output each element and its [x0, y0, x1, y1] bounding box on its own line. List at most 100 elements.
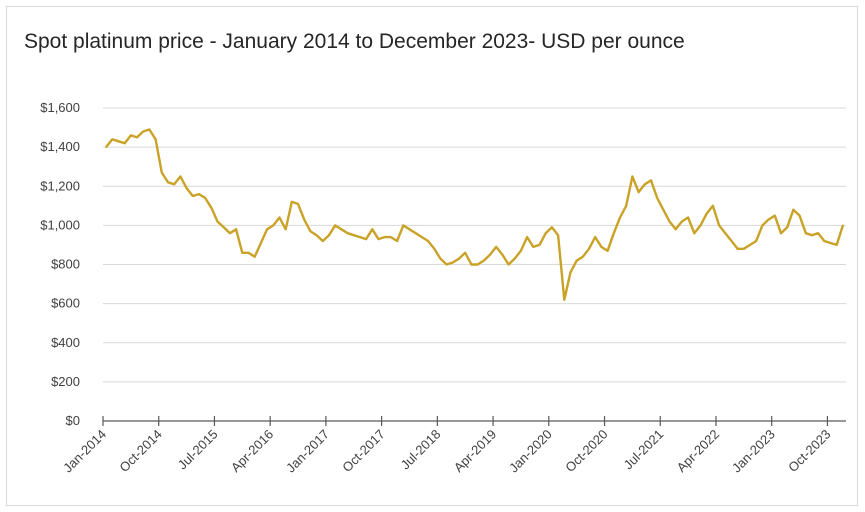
data-point: [835, 244, 838, 246]
y-tick-label: $1,400: [40, 139, 80, 154]
data-point: [346, 232, 349, 235]
data-point: [241, 251, 244, 254]
data-point: [588, 247, 590, 250]
data-point: [526, 236, 528, 239]
data-point: [451, 261, 454, 264]
data-point: [470, 263, 473, 266]
data-point: [792, 208, 795, 211]
data-point: [625, 204, 628, 207]
data-point: [383, 236, 386, 239]
data-point: [216, 220, 219, 223]
data-point: [513, 257, 516, 260]
x-tick-label: Jan-2020: [506, 427, 555, 476]
data-point: [421, 236, 423, 239]
data-point: [476, 263, 479, 266]
data-point: [557, 234, 559, 237]
data-point: [297, 203, 299, 205]
data-point: [594, 236, 597, 239]
data-point: [643, 183, 646, 186]
data-point: [303, 218, 306, 221]
x-tick-label: Apr-2022: [674, 427, 722, 475]
data-point: [179, 175, 182, 178]
data-point: [575, 259, 578, 262]
x-tick-label: Jan-2017: [283, 427, 332, 476]
data-point: [829, 242, 832, 244]
data-point: [334, 224, 337, 227]
data-point: [321, 240, 324, 242]
data-point: [204, 197, 207, 199]
data-point: [328, 234, 330, 237]
data-point: [507, 263, 510, 266]
data-point: [544, 232, 547, 235]
data-point: [284, 228, 287, 231]
data-point: [210, 206, 213, 209]
x-tick-label: Oct-2020: [562, 427, 610, 475]
data-point: [458, 257, 460, 260]
data-point: [742, 247, 745, 250]
data-point: [130, 134, 132, 137]
data-point: [501, 253, 504, 256]
data-point: [445, 263, 448, 266]
data-point: [538, 244, 541, 246]
data-point: [798, 214, 801, 217]
data-point: [260, 242, 262, 244]
data-point: [712, 204, 714, 207]
y-tick-label: $1,000: [40, 217, 80, 232]
data-point: [612, 232, 615, 235]
y-tick-label: $800: [51, 257, 80, 272]
x-tick-label: Jan-2023: [729, 427, 778, 476]
data-point: [439, 257, 442, 260]
data-point: [235, 228, 238, 231]
data-point: [650, 179, 652, 182]
data-point: [681, 220, 683, 223]
data-point: [390, 236, 392, 239]
data-point: [687, 216, 689, 219]
data-point: [359, 236, 361, 239]
data-point: [736, 247, 739, 250]
data-point: [569, 271, 572, 274]
data-point: [489, 253, 491, 256]
y-tick-label: $200: [51, 374, 80, 389]
data-point: [668, 220, 671, 223]
data-point: [532, 246, 535, 248]
price-line: [105, 128, 845, 301]
data-point: [266, 228, 268, 231]
data-point: [773, 214, 776, 217]
data-point: [173, 183, 176, 186]
x-tick-label: Apr-2019: [451, 427, 499, 475]
data-point: [315, 234, 318, 237]
data-point: [185, 187, 188, 190]
data-point: [198, 193, 200, 196]
data-point: [637, 191, 640, 194]
data-point: [551, 226, 553, 229]
data-point: [148, 128, 151, 131]
x-tick-label: Jan-2014: [60, 427, 109, 476]
x-tick-label: Oct-2017: [339, 427, 387, 475]
data-point: [142, 130, 145, 133]
data-point: [699, 224, 702, 227]
data-point: [396, 240, 398, 242]
data-point: [662, 208, 665, 211]
data-point: [563, 298, 566, 301]
data-point: [427, 240, 429, 242]
data-point: [408, 228, 411, 231]
data-point: [520, 249, 522, 252]
data-point: [761, 224, 764, 227]
data-point: [340, 228, 343, 231]
data-point: [749, 244, 751, 246]
data-point: [272, 224, 275, 227]
x-tick-label: Oct-2023: [785, 427, 833, 475]
y-tick-label: $1,200: [40, 178, 80, 193]
data-point: [786, 226, 789, 229]
data-point: [674, 228, 677, 231]
data-point: [724, 232, 727, 235]
data-point: [656, 197, 659, 199]
x-tick-label: Jul-2015: [175, 427, 221, 473]
data-point: [817, 232, 819, 235]
data-point: [755, 240, 758, 242]
data-point: [582, 255, 584, 258]
data-point: [631, 175, 634, 178]
data-point: [167, 181, 169, 184]
data-point: [160, 171, 163, 174]
